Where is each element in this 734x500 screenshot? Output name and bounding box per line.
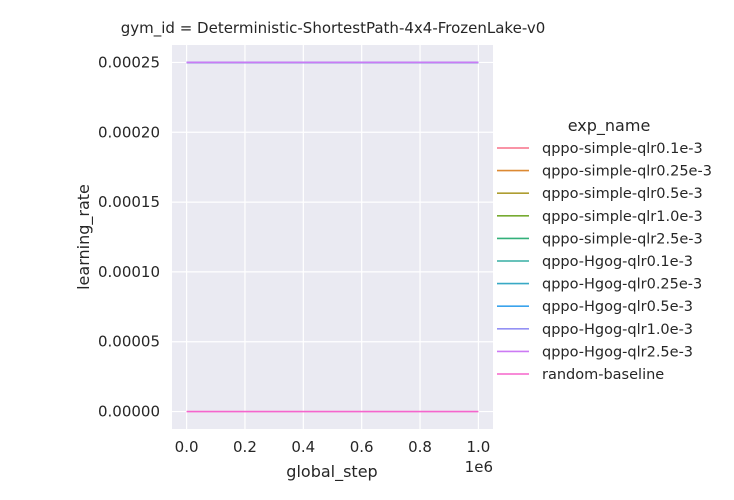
x-tick-label: 0.8 [408, 438, 432, 456]
legend-entry: qppo-Hgog-qlr0.1e-3 [542, 254, 693, 270]
x-tick-label: 0.6 [350, 438, 374, 456]
y-axis-ticks: 0.00000 0.00005 0.00010 0.00015 0.00020 0.000… [98, 53, 160, 420]
x-tick-label: 1.0 [466, 438, 490, 456]
plot-area [172, 45, 493, 429]
x-tick-label: 0.4 [291, 438, 315, 456]
series-lines [186, 61, 479, 413]
y-tick-label: 0.00000 [98, 403, 160, 421]
legend-title: exp_name [568, 116, 651, 136]
legend-entry: random-baseline [542, 367, 664, 383]
x-axis-offset-label: 1e6 [465, 458, 493, 476]
legend-entry: qppo-Hgog-qlr2.5e-3 [542, 344, 693, 360]
legend-entry: qppo-simple-qlr2.5e-3 [542, 231, 703, 247]
legend-entry: qppo-Hgog-qlr0.25e-3 [542, 277, 702, 293]
y-tick-label: 0.00005 [98, 333, 160, 351]
x-tick-label: 0.2 [233, 438, 257, 456]
y-tick-label: 0.00020 [98, 123, 160, 141]
legend-entry: qppo-Hgog-qlr0.5e-3 [542, 299, 693, 315]
y-axis-label: learning_rate [74, 184, 94, 290]
chart-title: gym_id = Deterministic-ShortestPath-4x4-… [121, 19, 546, 38]
legend-entry: qppo-Hgog-qlr1.0e-3 [542, 322, 693, 338]
x-tick-label: 0.0 [175, 438, 199, 456]
legend: exp_name qppo-simple-qlr0.1e-3 qppo-simpl… [497, 116, 712, 383]
y-tick-label: 0.00010 [98, 263, 160, 281]
y-tick-label: 0.00025 [98, 53, 160, 71]
x-axis-ticks: 0.0 0.2 0.4 0.6 0.8 1.0 [175, 438, 491, 456]
legend-entry: qppo-simple-qlr0.1e-3 [542, 141, 703, 157]
legend-entry: qppo-simple-qlr0.5e-3 [542, 186, 703, 202]
legend-entry: qppo-simple-qlr1.0e-3 [542, 209, 703, 225]
y-tick-label: 0.00015 [98, 193, 160, 211]
x-axis-label: global_step [286, 462, 377, 482]
legend-entry: qppo-simple-qlr0.25e-3 [542, 164, 712, 180]
